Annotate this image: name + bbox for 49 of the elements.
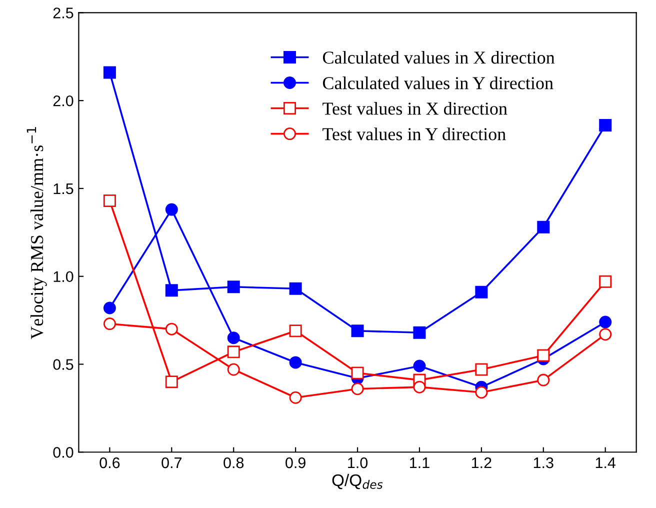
x-tick-label: 0.9	[286, 457, 306, 468]
point	[103, 66, 116, 79]
x-tick-label: 0.6	[100, 457, 120, 468]
y-tick-label: 0.5	[53, 359, 74, 370]
point	[475, 386, 488, 399]
point	[103, 302, 116, 314]
x-tick-label: 1.0	[348, 457, 368, 468]
point	[351, 366, 364, 380]
point	[475, 286, 488, 298]
legend-label: Test values in Y direction	[322, 128, 506, 140]
legend-label: Test values in X direction	[322, 102, 508, 115]
y-axis-title: Velocity RMS value/mm·s$^{−1}$	[26, 127, 47, 340]
point	[413, 380, 426, 394]
x-tick-label: 0.7	[162, 457, 182, 468]
y-tick-label: 0.0	[53, 446, 74, 458]
point	[599, 275, 612, 288]
point	[413, 360, 426, 372]
point	[599, 316, 612, 328]
point	[165, 376, 178, 388]
point	[289, 324, 302, 338]
y-tick-label: 1.5	[54, 183, 74, 194]
point	[351, 324, 364, 338]
x-tick-label: 1.2	[472, 457, 492, 468]
point	[289, 356, 302, 369]
legend-label: Calculated values in Y direction	[322, 76, 554, 90]
y-tick-label: 2.5	[53, 8, 74, 18]
x-tick-label: 1.4	[596, 458, 616, 468]
point	[227, 280, 240, 294]
x-tick-label: 1.3	[534, 457, 554, 468]
x-tick-label: 1.1	[410, 458, 430, 468]
point	[599, 118, 612, 132]
point	[165, 322, 178, 336]
point	[289, 282, 302, 295]
point	[537, 220, 550, 234]
point	[227, 332, 240, 344]
point	[413, 326, 426, 339]
point	[537, 374, 550, 386]
y-tick-label: 2.0	[53, 95, 74, 106]
point	[537, 349, 550, 362]
point	[227, 346, 240, 358]
legend-label: Calculated values in X direction	[322, 51, 555, 64]
point	[165, 284, 178, 297]
point	[103, 194, 116, 208]
point	[475, 363, 488, 376]
point	[227, 363, 240, 376]
y-tick-label: 1.0	[54, 271, 74, 282]
x-tick-label: 0.8	[224, 457, 244, 468]
point	[165, 203, 178, 216]
x-axis-title: Q/Q$_{des}$	[332, 474, 383, 490]
